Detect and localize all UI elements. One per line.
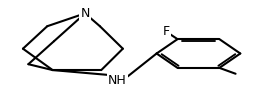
Text: NH: NH — [108, 74, 127, 87]
Text: N: N — [80, 7, 90, 20]
Text: F: F — [163, 25, 170, 38]
